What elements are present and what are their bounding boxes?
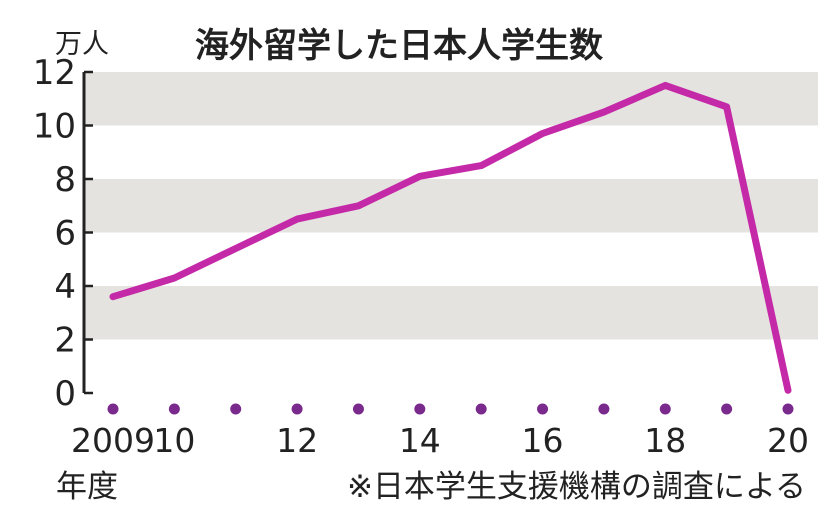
x-dot: [537, 403, 549, 415]
x-dot: [598, 403, 610, 415]
x-dot: [659, 403, 671, 415]
y-tick-label: 12: [33, 53, 76, 93]
x-axis-label: 年度: [56, 469, 118, 505]
x-dot: [352, 403, 364, 415]
x-dot: [721, 403, 733, 415]
y-tick-label: 10: [33, 107, 76, 147]
x-tick-label: 20: [767, 421, 809, 460]
grid-band: [84, 286, 818, 340]
x-tick-label: 16: [522, 421, 564, 460]
y-tick-label: 2: [54, 321, 76, 361]
source-note: ※日本学生支援機構の調査による: [347, 469, 806, 505]
x-dot: [107, 403, 119, 415]
x-tick-label: 12: [276, 421, 318, 460]
series-line: [109, 81, 792, 394]
x-tick-label: 2009: [71, 421, 155, 460]
x-dot: [414, 403, 426, 415]
chart-title: 海外留学した日本人学生数: [195, 26, 603, 66]
y-tick-label: 8: [54, 160, 76, 200]
x-dot: [291, 403, 303, 415]
x-dot: [475, 403, 487, 415]
x-dot: [168, 403, 180, 415]
x-dot: [782, 403, 794, 415]
x-tick-dots: [107, 403, 794, 415]
y-ticks: 0 2 4 6 8 10 12: [33, 53, 93, 414]
y-tick-label: 6: [54, 214, 76, 254]
x-tick-label: 10: [153, 421, 195, 460]
x-tick-label: 14: [399, 421, 441, 460]
y-axis-label: 万人: [55, 29, 109, 60]
y-tick-label: 0: [54, 374, 76, 414]
x-tick-label: 18: [644, 421, 686, 460]
grid-band: [84, 179, 818, 233]
x-dot: [230, 403, 242, 415]
grid-bands: [84, 72, 818, 340]
y-tick-label: 4: [54, 267, 76, 307]
